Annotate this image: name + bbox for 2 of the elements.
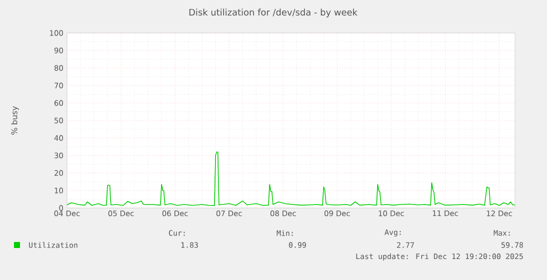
chart-title: Disk utilization for /dev/sda - by week [189,8,358,18]
line-series [67,152,516,206]
